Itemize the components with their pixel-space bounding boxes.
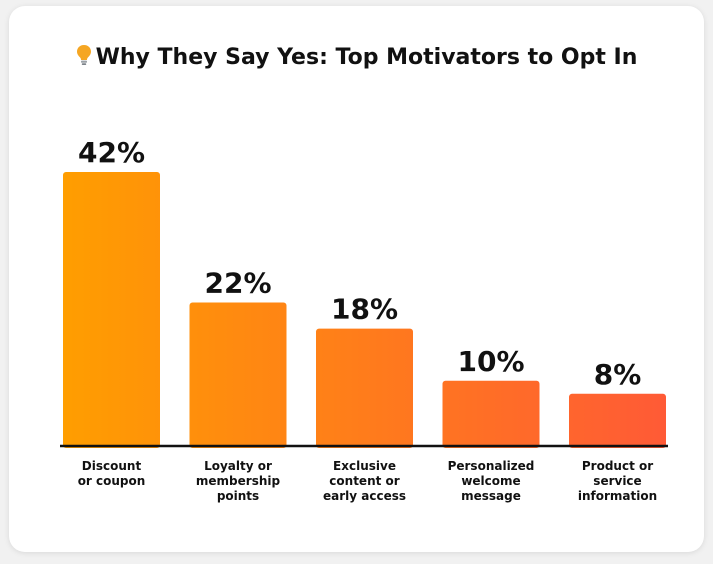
category-label-4: Product or service information [578,459,657,503]
value-label-0: 42% [78,136,145,169]
bar-3 [442,380,540,448]
chart-title: Why They Say Yes: Top Motivators to Opt … [0,44,713,70]
lightbulb-icon [76,45,91,65]
value-label-4: 8% [594,358,642,391]
bar-0 [63,172,160,448]
value-label-1: 22% [204,266,271,299]
bar-2 [316,328,413,448]
bars-group: 42% Discount or coupon 22% Loyalty or members… [63,136,666,503]
chart-title-text: Why They Say Yes: Top Motivators to Opt … [95,45,638,70]
category-label-2: Exclusive content or early access [323,459,406,503]
category-label-3: Personalized welcome message [448,459,535,503]
category-label-1: Loyalty or membership points [196,459,281,503]
value-label-2: 18% [331,293,398,326]
value-label-3: 10% [457,345,524,378]
bar-1 [189,302,287,448]
bar-4 [569,393,666,448]
category-label-0: Discount or coupon [78,459,146,488]
